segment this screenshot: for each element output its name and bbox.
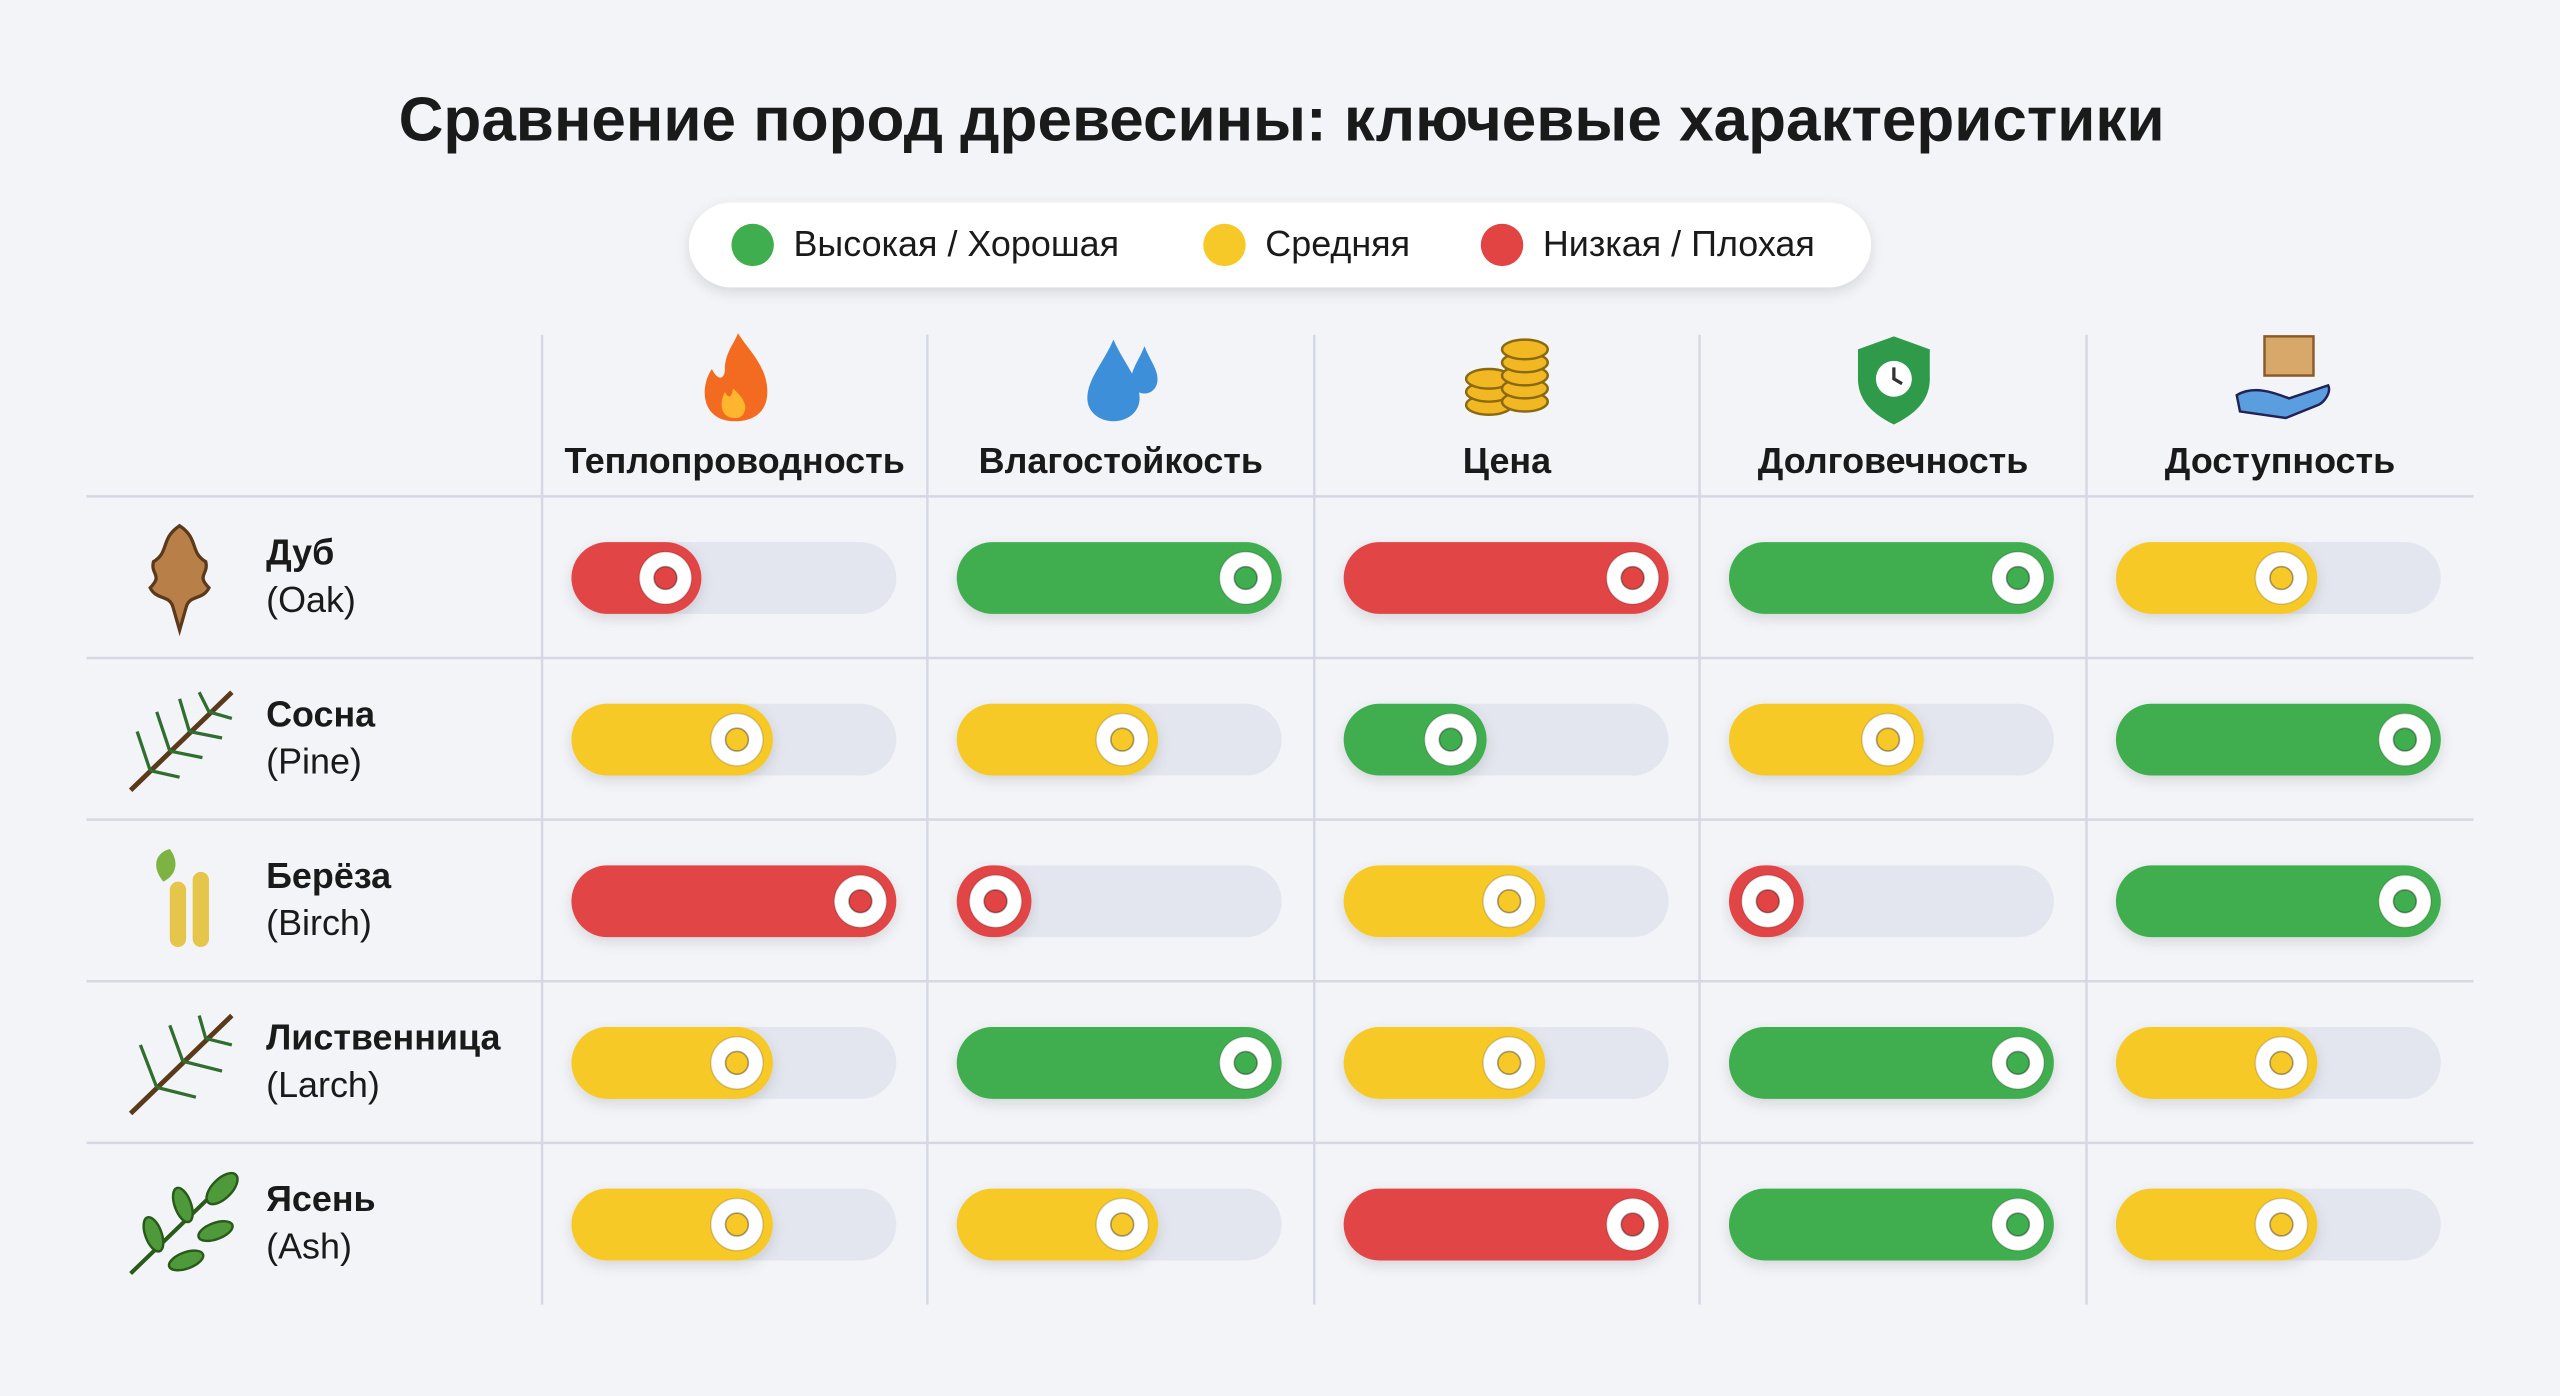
bar-fill xyxy=(1728,1188,2054,1261)
bar-fill xyxy=(1343,1188,1669,1261)
fire-icon xyxy=(704,333,768,422)
water-icon xyxy=(1087,339,1158,422)
knob-glyph xyxy=(2269,1212,2294,1237)
knob-glyph xyxy=(1496,1050,1522,1076)
legend-dot xyxy=(1203,223,1246,267)
title: Сравнение пород древесины: ключевые хара… xyxy=(399,86,2165,155)
column-header: Доступность xyxy=(2165,440,2395,481)
shield-icon xyxy=(1857,336,1930,425)
bar-fill xyxy=(1343,542,1669,614)
knob-glyph xyxy=(983,889,1008,914)
bar-fill xyxy=(1728,1026,2054,1099)
bar-fill xyxy=(2115,703,2441,776)
legend-label: Высокая / Хорошая xyxy=(793,223,1119,264)
pine-branch-icon xyxy=(128,690,234,793)
knob-glyph xyxy=(2269,565,2294,591)
knob-glyph xyxy=(2392,889,2418,914)
bar-track xyxy=(956,865,1282,938)
legend-label: Средняя xyxy=(1265,223,1410,264)
knob-glyph xyxy=(2005,1212,2031,1237)
wood-latin: (Pine) xyxy=(266,741,362,782)
knob-glyph xyxy=(724,1212,750,1237)
wood-latin: (Oak) xyxy=(266,579,356,620)
ash-leaf-icon xyxy=(129,1171,239,1275)
knob-glyph xyxy=(2269,1050,2294,1076)
knob-glyph xyxy=(1110,727,1135,752)
bar-fill xyxy=(2115,865,2441,938)
knob-glyph xyxy=(1875,727,1901,752)
knob-glyph xyxy=(1438,727,1463,752)
legend-label: Низкая / Плохая xyxy=(1543,223,1815,264)
knob-glyph xyxy=(1233,1050,1258,1076)
knob-glyph xyxy=(2005,565,2031,591)
knob-glyph xyxy=(724,1050,750,1076)
coins-icon xyxy=(1464,338,1549,416)
wood-latin: (Birch) xyxy=(266,902,372,943)
wood-name: Лиственница xyxy=(266,1017,501,1058)
legend-dot xyxy=(731,223,774,267)
bar-track xyxy=(1728,865,2054,938)
bar-fill xyxy=(571,865,897,938)
knob-glyph xyxy=(1620,1212,1645,1237)
knob-glyph xyxy=(724,727,750,752)
knob-glyph xyxy=(1755,889,1781,914)
knob-glyph xyxy=(2392,727,2418,752)
wood-latin: (Larch) xyxy=(266,1064,380,1105)
birch-catkin-icon xyxy=(156,849,209,947)
larch-branch-icon xyxy=(128,1013,234,1116)
legend-box xyxy=(688,202,1872,288)
knob-glyph xyxy=(1110,1212,1135,1237)
wood-name: Сосна xyxy=(266,693,376,734)
wood-name: Дуб xyxy=(266,532,334,573)
bar-fill xyxy=(956,1026,1282,1099)
knob-glyph xyxy=(1620,565,1645,591)
delivery-icon xyxy=(2235,335,2331,420)
column-header: Теплопроводность xyxy=(565,440,905,481)
column-header: Влагостойкость xyxy=(979,440,1263,481)
knob-glyph xyxy=(2005,1050,2031,1076)
knob-glyph xyxy=(1233,565,1258,591)
knob-glyph xyxy=(848,889,873,914)
knob-glyph xyxy=(653,565,678,591)
wood-latin: (Ash) xyxy=(266,1226,352,1267)
oak-leaf-icon xyxy=(148,523,211,637)
bar-fill xyxy=(956,542,1282,614)
knob-glyph xyxy=(1496,889,1522,914)
column-header: Цена xyxy=(1463,440,1552,481)
column-header: Долговечность xyxy=(1758,440,2029,481)
bar-fill xyxy=(1728,542,2054,614)
legend-dot xyxy=(1480,223,1524,267)
wood-name: Берёза xyxy=(266,855,392,896)
wood-name: Ясень xyxy=(266,1178,376,1219)
